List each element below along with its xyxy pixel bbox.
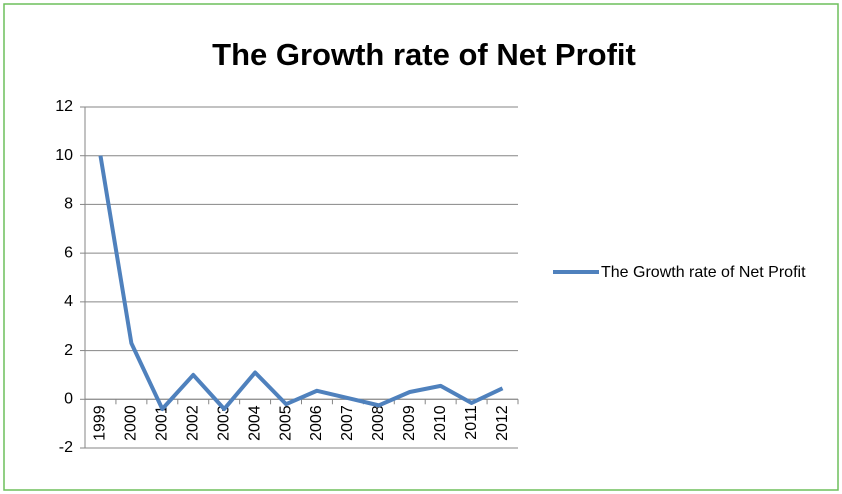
x-tick-label: 2004 — [246, 405, 263, 441]
x-tick-label: 2006 — [308, 405, 325, 441]
y-tick-label: 10 — [55, 147, 73, 164]
chart-border — [3, 3, 839, 491]
y-tick-label: -2 — [59, 439, 73, 456]
x-tick-label: 2002 — [184, 405, 201, 441]
y-tick-label: 8 — [64, 196, 73, 213]
x-tick-label: 2011 — [463, 405, 480, 440]
x-tick-label: 2005 — [277, 405, 294, 441]
x-tick-label: 2009 — [401, 405, 418, 441]
x-tick-label: 2001 — [154, 405, 171, 441]
x-tick-label: 2007 — [339, 405, 356, 441]
legend-label: The Growth rate of Net Profit — [601, 264, 806, 281]
x-tick-label: 2012 — [494, 405, 511, 441]
x-tick-label: 2008 — [370, 405, 387, 441]
y-tick-label: 0 — [64, 391, 73, 408]
y-tick-label: 6 — [64, 244, 73, 261]
x-tick-label: 1999 — [92, 405, 109, 441]
x-tick-label: 2010 — [432, 405, 449, 441]
y-tick-label: 2 — [64, 342, 73, 359]
chart-title: The Growth rate of Net Profit — [212, 37, 636, 72]
y-tick-label: 12 — [55, 98, 73, 115]
y-tick-label: 4 — [64, 293, 73, 310]
data-line — [98, 155, 504, 412]
x-tick-label: 2000 — [123, 405, 140, 441]
x-tick-label: 2003 — [215, 405, 232, 441]
